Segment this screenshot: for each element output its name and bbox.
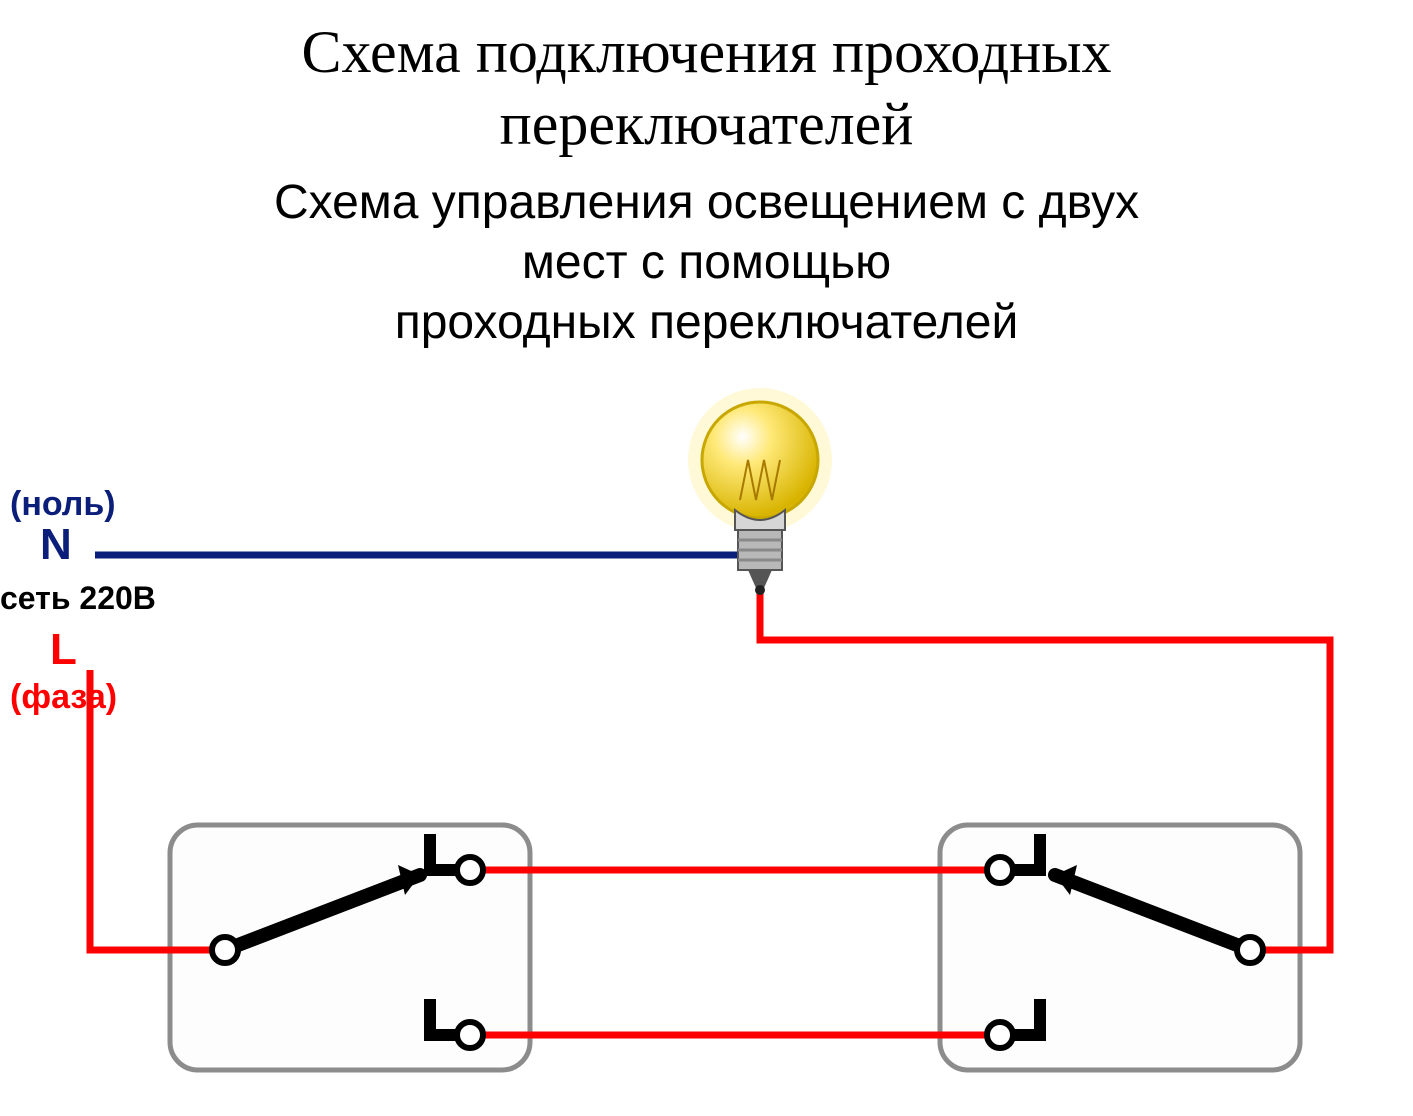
diagram-canvas: Схема подключения проходных переключател… (0, 0, 1413, 1116)
switch1-top-terminal (457, 857, 483, 883)
switch2-common-terminal (1237, 937, 1263, 963)
wiring-svg (0, 0, 1413, 1116)
switch2-bottom-terminal (987, 1022, 1013, 1048)
switch1-common-terminal (212, 937, 238, 963)
switch2-top-terminal (987, 857, 1013, 883)
switch1-bottom-terminal (457, 1022, 483, 1048)
light-bulb-icon (688, 388, 832, 595)
